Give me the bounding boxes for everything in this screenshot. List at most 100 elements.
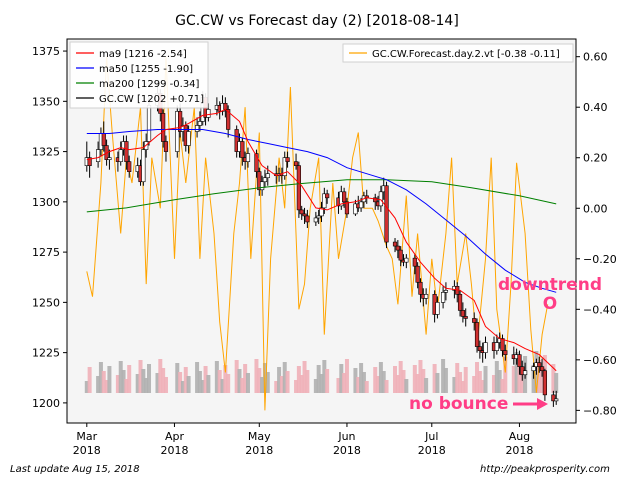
left-tick-label: 1225 <box>32 347 60 360</box>
candle-body <box>537 362 542 368</box>
volume-bar <box>282 362 287 393</box>
volume-bar <box>161 368 166 393</box>
candle-body <box>384 185 389 243</box>
candle-body <box>161 113 166 142</box>
volume-bar <box>418 360 423 393</box>
volume-bar <box>124 379 129 393</box>
volume-bar <box>359 363 364 393</box>
x-tick-month: May <box>248 430 271 443</box>
left-tick-label: 1325 <box>32 146 60 159</box>
volume-bar <box>294 380 299 393</box>
candle-body <box>254 153 259 172</box>
legend-right: GC.CW.Forecast.day.2.vt [-0.38 -0.11] <box>342 43 574 63</box>
volume-bar <box>381 371 386 393</box>
volume-bar <box>118 361 123 393</box>
candle-body <box>440 292 446 303</box>
volume-bar <box>87 367 92 393</box>
left-tick-label: 1300 <box>32 196 60 209</box>
annotation-arrow <box>513 398 548 410</box>
volume-bar <box>141 369 146 393</box>
volume-bar <box>537 360 542 393</box>
candle-body <box>412 257 417 267</box>
candle-body <box>197 121 203 126</box>
volume-bar <box>500 379 505 393</box>
volume-bar <box>412 365 417 393</box>
volume-bar <box>195 362 200 393</box>
volume-bar <box>155 373 160 393</box>
volume-bar <box>540 369 545 393</box>
ma200-line <box>86 179 557 213</box>
volume-bar <box>361 372 366 393</box>
candle-body <box>344 201 350 215</box>
footer-right: http://peakprosperity.com <box>480 464 610 475</box>
volume-bar <box>302 361 307 393</box>
left-tick-label: 1275 <box>32 246 60 259</box>
volume-bar <box>299 375 304 393</box>
volume-bar <box>398 361 403 393</box>
candle-body <box>398 249 403 261</box>
candle-body <box>542 370 547 396</box>
volume-bar <box>356 377 361 393</box>
candle-body <box>226 109 231 130</box>
volume-bar <box>206 375 211 393</box>
volume-bar <box>127 365 132 393</box>
candle-body <box>124 141 129 162</box>
volume-bar <box>274 381 279 393</box>
volume-bar <box>183 367 188 393</box>
right-y-axis: −0.80 −0.60 −0.40 −0.20 0.00 0.20 0.40 0.60 <box>576 51 617 417</box>
volume-bar <box>240 378 245 393</box>
left-tick-label: 1350 <box>32 95 60 108</box>
volume-bar <box>491 375 496 393</box>
candle-body <box>316 215 321 219</box>
candle-body <box>127 161 132 172</box>
candle-body <box>322 193 327 209</box>
volume-bar <box>497 370 502 393</box>
volume-bar <box>483 366 488 393</box>
volume-bar <box>373 367 378 393</box>
candle-body <box>474 322 480 347</box>
volume-bar <box>441 359 446 393</box>
volume-bar <box>460 381 465 393</box>
candle-body <box>395 245 400 251</box>
candle-body <box>435 302 440 315</box>
x-tick-month: Apr <box>165 430 185 443</box>
right-tick-label: 0.20 <box>583 152 608 165</box>
candle-body <box>353 203 358 215</box>
volume-bar <box>96 376 101 393</box>
volume-bar <box>200 380 205 393</box>
volume-bar <box>121 370 126 393</box>
volume-bar <box>262 363 267 393</box>
candle-body <box>178 111 183 132</box>
volume-bar <box>98 362 103 393</box>
candle-body <box>265 173 270 179</box>
volume-bar <box>101 371 106 393</box>
volume-bar <box>364 381 369 393</box>
x-tick-year: 2018 <box>418 444 446 457</box>
volume-bar <box>514 352 519 393</box>
left-y-axis: 1200 1225 1250 1275 1300 1325 1350 1375 <box>32 45 67 410</box>
right-tick-label: 0.00 <box>583 202 608 215</box>
candle-body <box>101 133 106 146</box>
x-tick-month: Mar <box>76 430 97 443</box>
candle-body <box>463 316 468 319</box>
volume-bar <box>344 359 349 393</box>
candle-body <box>531 366 536 372</box>
volume-bar <box>458 372 463 393</box>
volume-bar <box>421 369 426 393</box>
volume-bar <box>147 364 152 393</box>
x-tick-month: Jun <box>337 430 355 443</box>
volume-bar <box>144 378 149 393</box>
candle-body <box>257 171 262 191</box>
right-tick-label: −0.80 <box>583 404 617 417</box>
volume-bar <box>313 379 318 393</box>
candle-body <box>194 125 200 132</box>
right-tick-label: 0.40 <box>583 101 608 114</box>
legend-left-label: ma200 [1299 -0.34] <box>99 79 200 90</box>
volume-bar <box>104 380 109 393</box>
candle-body <box>141 149 146 183</box>
ma50-line <box>86 129 557 293</box>
volume-bar <box>135 374 140 393</box>
volume-bar <box>517 361 522 393</box>
candle-body <box>186 131 191 146</box>
